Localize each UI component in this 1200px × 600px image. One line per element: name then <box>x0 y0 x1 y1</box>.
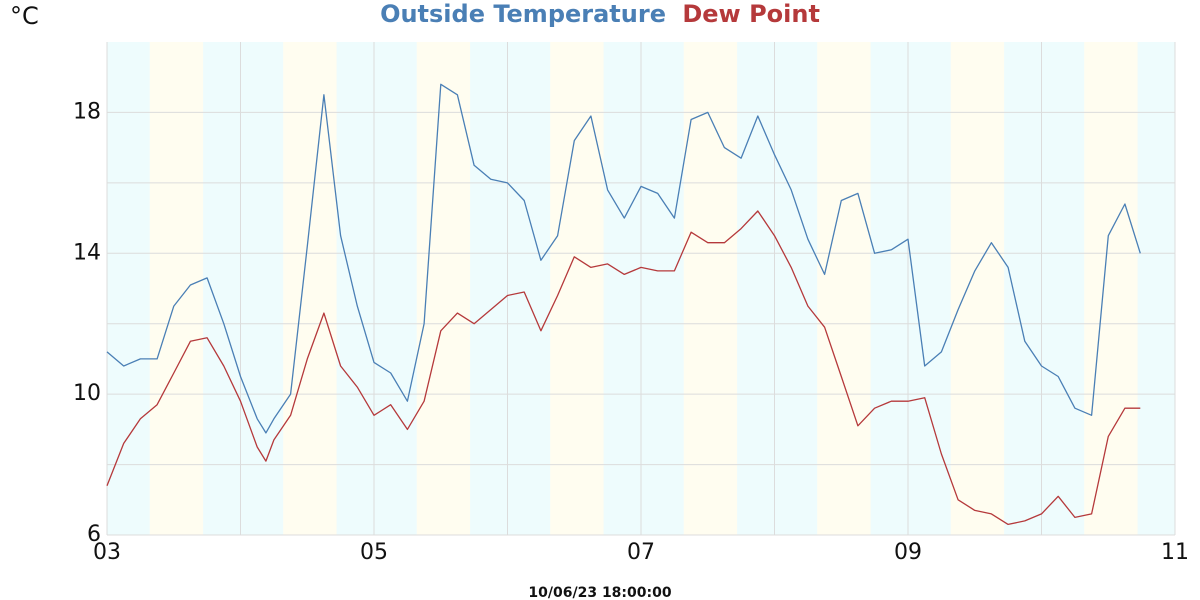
day-band <box>149 42 204 535</box>
x-tick-label: 05 <box>360 540 388 565</box>
x-tick-label: 11 <box>1161 540 1189 565</box>
y-tick-label: 6 <box>87 522 101 547</box>
x-tick-label: 03 <box>93 540 121 565</box>
line-series <box>106 83 1141 434</box>
line-series <box>106 210 1141 526</box>
y-tick-label: 14 <box>73 240 101 265</box>
y-tick-label: 18 <box>73 99 101 124</box>
day-band <box>1084 42 1138 535</box>
day-band <box>950 42 1005 535</box>
day-band <box>683 42 738 535</box>
lines <box>106 83 1141 526</box>
grid <box>106 42 1176 536</box>
x-tick-label: 09 <box>894 540 922 565</box>
y-tick-label: 10 <box>73 381 101 406</box>
legend-entry: Outside Temperature <box>380 0 666 28</box>
x-tick-label: 07 <box>627 540 655 565</box>
day-band <box>817 42 871 535</box>
day-band <box>283 42 337 535</box>
labels: 6 10 14 18 03 05 07 09 11 <box>73 99 1189 565</box>
day-band <box>416 42 471 535</box>
day-band <box>550 42 604 535</box>
legend-entry: Dew Point <box>682 0 820 28</box>
x-axis-label: 10/06/23 18:00:00 <box>528 585 671 600</box>
y-unit: °C <box>10 2 39 30</box>
chart-title: Outside Temperature Dew Point <box>380 0 820 28</box>
